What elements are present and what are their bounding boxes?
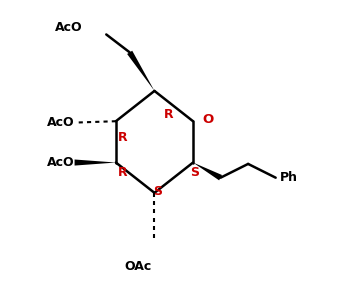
Text: O: O [203, 113, 214, 126]
Text: R: R [118, 166, 127, 179]
Polygon shape [193, 162, 222, 180]
Text: R: R [118, 131, 127, 144]
Text: OAc: OAc [124, 260, 151, 273]
Text: AcO: AcO [47, 156, 75, 169]
Text: R: R [163, 108, 173, 121]
Text: AcO: AcO [47, 116, 75, 129]
Text: S: S [190, 166, 199, 179]
Text: AcO: AcO [55, 21, 83, 34]
Text: S: S [153, 185, 162, 198]
Polygon shape [74, 160, 116, 166]
Text: Ph: Ph [280, 171, 298, 184]
Polygon shape [127, 51, 155, 91]
